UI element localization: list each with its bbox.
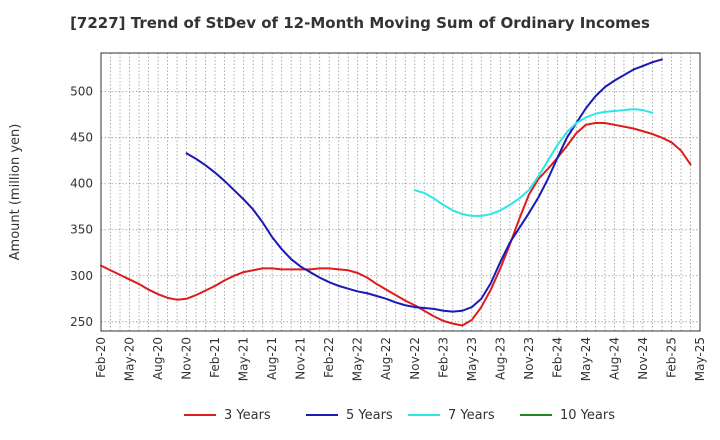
y-tick-labels: 250 300 350 400 450 500 [70,85,93,329]
x-tick-label: May-25 [693,337,707,381]
legend-label-5-years: 5 Years [346,408,393,423]
legend: 3 Years 5 Years 7 Years 10 Years [184,408,615,423]
x-tick-label: May-23 [465,337,479,381]
y-tick-label: 250 [70,315,93,329]
legend-label-10-years: 10 Years [560,408,615,423]
series-line-5-years [185,58,663,313]
x-tick-label: May-22 [351,337,365,381]
x-tick-label: Aug-21 [265,337,279,380]
x-tick-label: Feb-21 [208,337,222,378]
y-axis-title: Amount (million yen) [8,124,23,261]
x-tick-label: Feb-22 [322,337,336,378]
x-tick-label: Nov-23 [522,337,536,380]
x-tick-label: Aug-23 [493,337,507,380]
x-tick-label: Nov-24 [636,337,650,380]
series-layer [100,58,692,327]
x-tick-label: Feb-20 [94,337,108,378]
grid-layer [101,53,700,331]
x-tick-label: May-21 [237,337,251,381]
y-tick-label: 450 [70,131,93,145]
series-line-7-years [413,108,654,217]
x-tick-label: Feb-24 [550,337,564,378]
x-tick-label: Nov-21 [294,337,308,380]
plot-background [101,53,700,331]
x-tick-label: Aug-20 [151,337,165,380]
chart-title: [7227] Trend of StDev of 12-Month Moving… [70,14,650,32]
y-tick-label: 350 [70,223,93,237]
y-tick-label: 400 [70,177,93,191]
x-tick-labels: Feb-20 May-20 Aug-20 Nov-20 Feb-21 May-21 Aug-… [94,337,707,381]
x-tick-label: May-20 [123,337,137,381]
plot-border [100,52,701,332]
x-tick-label: Feb-23 [436,337,450,378]
x-tick-label: Aug-24 [607,337,621,380]
legend-label-7-years: 7 Years [448,408,495,423]
y-tick-label: 500 [70,85,93,99]
x-tick-label: Nov-22 [408,337,422,380]
series-line-3-years [100,121,692,327]
y-tick-label: 300 [70,269,93,283]
x-tick-label: Feb-25 [664,337,678,378]
x-tick-label: Nov-20 [180,337,194,380]
x-tick-label: Aug-22 [379,337,393,380]
x-tick-label: May-24 [579,337,593,381]
legend-label-3-years: 3 Years [224,408,271,423]
